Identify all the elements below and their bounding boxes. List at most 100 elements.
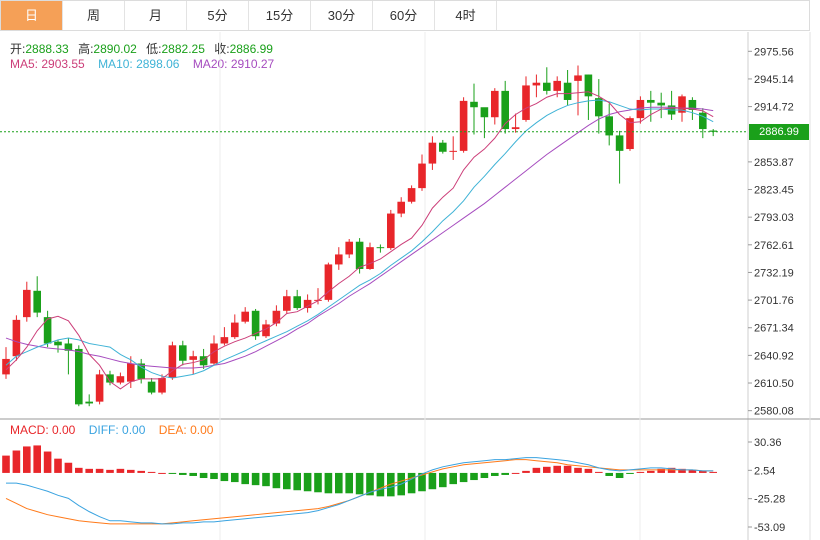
macd-bar [667,467,676,473]
candle-body [407,188,416,202]
low-label: 低: [146,42,162,56]
candle-body [241,311,249,322]
candle-body [584,74,593,97]
macd-bar [75,467,83,473]
candle-body [272,310,281,324]
macd-bar [574,467,582,473]
candle-body [636,99,645,119]
open-readout: 开:2888.33 [10,42,69,56]
candle-body [251,310,260,337]
macd-bar [147,471,156,473]
y-tick-label: 2823.45 [754,185,794,197]
open-label: 开: [10,42,26,56]
candle-body [12,319,21,357]
candle-body [293,296,301,309]
candle-body [397,201,405,214]
macd-bar [688,469,697,473]
candle-body [262,324,270,337]
macd-bar [407,472,416,494]
macd-bar [324,472,333,494]
y-tick-label: 2671.34 [754,323,794,335]
macd-bar [418,472,426,492]
ma5-line [5,91,714,390]
candle-body [459,100,468,151]
macd-bar [553,465,561,473]
macd-legend: MACD: 0.00 DIFF: 0.00 DEA: 0.00 [10,423,223,437]
macd-bar [168,472,177,474]
macd-bar [262,472,270,487]
candle-body [345,241,353,255]
macd-bar [335,472,343,494]
candle-body [127,363,135,382]
macd-bar [345,472,353,494]
candle-body [491,90,499,118]
candle-body [387,213,395,249]
macd-bar [470,472,478,481]
y-tick-label: 2762.61 [754,240,794,252]
macd-bar [314,472,322,493]
candle-body [95,374,104,402]
candle-body [179,345,187,361]
candle-body [439,142,447,152]
candle-body [470,101,478,108]
diff-line [6,457,714,525]
candle-body [189,356,197,360]
ma-legend: MA5: 2903.55 MA10: 2898.06 MA20: 2910.27 [10,57,284,71]
candle-body [699,112,707,130]
macd-bar [127,469,135,473]
diff-label: DIFF: 0.00 [88,423,146,437]
macd-bar [12,450,21,473]
candle-body [199,356,208,366]
macd-bar [522,470,530,473]
candle-body [116,376,125,383]
close-readout: 收:2886.99 [214,42,273,56]
candle-body [158,378,166,393]
tab-3[interactable]: 5分 [187,1,249,30]
candle-body [283,296,291,311]
macd-bar [428,472,437,490]
y-tick-label: 2640.92 [754,350,794,362]
tab-5[interactable]: 30分 [311,1,373,30]
macd-bar [647,470,655,473]
open-value: 2888.33 [25,42,69,56]
macd-bar [179,472,187,475]
candle-body [449,150,457,152]
high-readout: 高:2890.02 [78,42,137,56]
macd-bar [220,472,229,482]
candle-body [2,358,10,375]
candle-body [168,345,177,379]
candle-body [64,343,73,351]
macd-bar [657,468,665,473]
candle-body [366,247,374,269]
macd-bar [626,472,634,474]
tab-1[interactable]: 周 [63,1,125,30]
macd-bar [501,472,509,475]
y-tick-label: 2701.76 [754,295,794,307]
candle-body [137,363,145,379]
tab-7[interactable]: 4时 [435,1,497,30]
tab-0[interactable]: 日 [1,1,63,30]
macd-bar [563,465,572,473]
candle-body [43,317,52,344]
tab-6[interactable]: 60分 [373,1,435,30]
candle-body [626,118,634,150]
candle-body [615,135,624,151]
macd-bar [199,472,208,479]
macd-bar [532,467,541,473]
macd-bar [272,472,281,489]
high-label: 高: [78,42,94,56]
macd-y-tick-label: -53.09 [754,522,785,534]
tab-2[interactable]: 月 [125,1,187,30]
macd-bar [439,472,447,488]
macd-bar [241,472,249,485]
candle-body [54,341,62,346]
macd-bar [95,468,104,473]
macd-bar [636,471,645,473]
candle-body [553,80,561,91]
y-tick-label: 2853.87 [754,157,794,169]
candle-body [563,82,572,100]
candle-body [324,264,333,300]
macd-bar [54,458,62,473]
macd-bar [231,472,239,483]
tab-4[interactable]: 15分 [249,1,311,30]
